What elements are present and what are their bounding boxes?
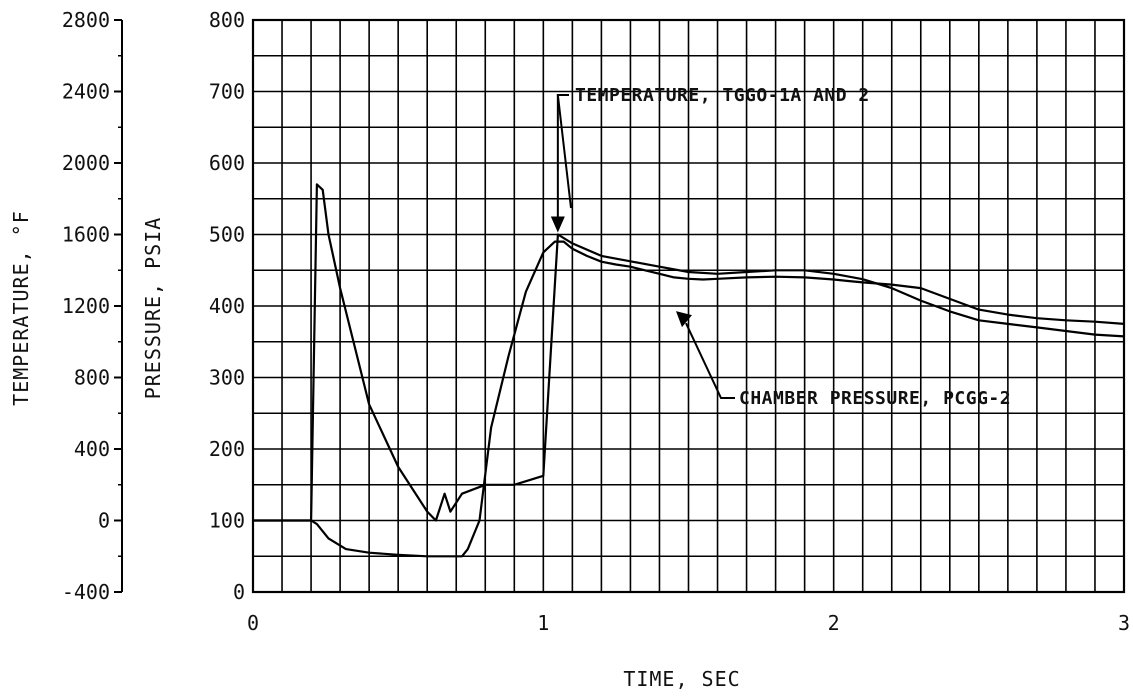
temperature-tick-label: 0 xyxy=(98,509,110,533)
plot-border xyxy=(251,18,1126,594)
time-axis: 0 1 2 3 xyxy=(247,611,1130,635)
time-tick-label: 1 xyxy=(537,611,549,635)
pressure-tick-label: 500 xyxy=(209,223,245,247)
pressure-tick-label: 600 xyxy=(209,151,245,175)
pressure-axis-title: PRESSURE, PSIA xyxy=(141,217,165,400)
temperature-tick-label: 800 xyxy=(74,366,110,390)
temperature-annotation-label: TEMPERATURE, TGGO-1A AND 2 xyxy=(575,85,870,106)
temperature-tick-label: -400 xyxy=(62,580,110,604)
pressure-series-line xyxy=(253,240,1125,558)
pressure-annotation-label: CHAMBER PRESSURE, PCGG-2 xyxy=(739,388,1011,409)
temperature-leader xyxy=(556,94,572,209)
annotations: TEMPERATURE, TGGO-1A AND 2 CHAMBER PRESSU… xyxy=(550,85,1011,409)
time-tick-label: 0 xyxy=(247,611,259,635)
time-axis-title: TIME, SEC xyxy=(623,667,740,691)
temperature-axis: 2800 2400 2000 1600 1200 800 400 0 -400 xyxy=(62,8,123,604)
pressure-axis: 800 700 600 500 400 300 200 100 0 xyxy=(209,8,245,604)
temperature-tick-label: 1200 xyxy=(62,294,110,318)
temperature-tick-label: 2800 xyxy=(62,8,110,32)
pressure-tick-label: 800 xyxy=(209,8,245,32)
pressure-tick-label: 100 xyxy=(209,509,245,533)
series xyxy=(253,183,1125,558)
temperature-arrow-head xyxy=(550,216,565,233)
plot-frame xyxy=(251,18,1126,594)
pressure-leader xyxy=(685,322,735,399)
temperature-tick-label: 2400 xyxy=(62,80,110,104)
temperature-tick-label: 1600 xyxy=(62,223,110,247)
time-tick-label: 3 xyxy=(1118,611,1130,635)
temperature-series-line xyxy=(253,183,1125,522)
pressure-arrow-head xyxy=(675,311,692,328)
time-tick-label: 2 xyxy=(828,611,840,635)
pressure-tick-label: 400 xyxy=(209,294,245,318)
temperature-axis-title: TEMPERATURE, °F xyxy=(9,210,33,406)
pressure-tick-label: 700 xyxy=(209,80,245,104)
temperature-tick-label: 400 xyxy=(74,437,110,461)
pressure-tick-label: 0 xyxy=(233,580,245,604)
temperature-tick-label: 2000 xyxy=(62,151,110,175)
pressure-tick-label: 200 xyxy=(209,437,245,461)
grid xyxy=(253,20,1124,592)
pressure-tick-label: 300 xyxy=(209,366,245,390)
